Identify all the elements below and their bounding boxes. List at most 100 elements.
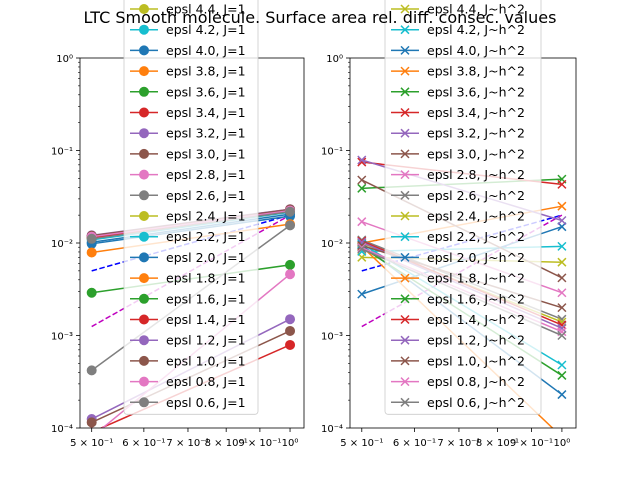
y-tick-label: 10⁻⁴: [51, 424, 73, 435]
data-point: [557, 370, 567, 380]
legend-entry: epsl 2.0, J~h^2: [391, 250, 525, 265]
legend-label: epsl 2.0, J~h^2: [427, 250, 525, 265]
legend-entry: epsl 3.4, J=1: [130, 105, 246, 120]
data-point: [285, 269, 296, 280]
legend-entry: epsl 4.2, J=1: [130, 22, 246, 37]
panel-2: 10⁻⁴ 10⁻³ 10⁻² 10⁻¹ 10⁰ 5 × 10⁻¹ 6 × 10⁻¹ 7 × 1…: [321, 0, 577, 449]
legend-marker: [139, 273, 149, 284]
legend-entry: epsl 3.0, J=1: [130, 146, 246, 161]
legend-label: epsl 2.0, J=1: [166, 250, 246, 265]
legend-entry: epsl 3.2, J=1: [130, 126, 246, 141]
legend-entry: epsl 4.2, J~h^2: [391, 22, 525, 37]
legend-label: epsl 3.0, J=1: [166, 146, 246, 161]
legend-entry: epsl 2.8, J~h^2: [391, 167, 525, 182]
data-point: [285, 259, 296, 270]
y-tick-label: 10⁰: [326, 54, 343, 65]
x-tick-label: 5 × 10⁻¹: [340, 438, 383, 449]
legend: epsl 4.4, J=1 epsl 4.2, J=1 epsl 4.0, J=1 e…: [123, 0, 259, 415]
legend-marker: [139, 169, 149, 180]
legend-entry: epsl 2.2, J~h^2: [391, 229, 525, 244]
y-tick-label: 10⁻⁴: [321, 424, 343, 435]
legend-entry: epsl 3.8, J=1: [130, 64, 246, 79]
x-tick-label: 7 × 10⁻¹: [166, 438, 209, 449]
legend-entry: epsl 1.8, J=1: [130, 271, 246, 286]
legend-label: epsl 3.6, J~h^2: [427, 84, 525, 99]
legend-entry: epsl 3.6, J=1: [130, 84, 246, 99]
x-tick-label: 8 × 10⁻¹: [205, 438, 248, 449]
x-tick-label: 7 × 10⁻¹: [437, 438, 480, 449]
y-tick-label: 10⁻²: [321, 239, 343, 250]
data-point: [86, 247, 97, 258]
legend-marker: [400, 377, 410, 387]
data-point: [557, 330, 567, 341]
y-tick-label: 10⁰: [56, 54, 73, 65]
legend-label: epsl 2.2, J~h^2: [427, 229, 525, 244]
legend: epsl 4.4, J~h^2 epsl 4.2, J~h^2 epsl 4.0, …: [384, 0, 542, 415]
data-point: [557, 303, 567, 313]
legend-entry: epsl 1.6, J=1: [130, 291, 246, 306]
legend-entry: epsl 4.0, J=1: [130, 43, 246, 58]
legend-marker: [400, 45, 410, 55]
panel-1: 10⁻⁴ 10⁻³ 10⁻² 10⁻¹ 10⁰ 5 × 10⁻¹ 6 × 10⁻¹ 7 × 1…: [51, 0, 305, 449]
legend-entry: epsl 3.2, J~h^2: [391, 126, 525, 141]
legend-label: epsl 1.0, J=1: [166, 353, 246, 368]
legend-marker: [139, 45, 149, 56]
legend-marker: [400, 314, 410, 325]
chart-title: LTC Smooth molecule. Surface area rel. d…: [83, 8, 557, 27]
legend-entry: epsl 0.6, J=1: [130, 395, 246, 410]
legend-label: epsl 2.8, J=1: [166, 167, 246, 182]
legend-entry: epsl 1.4, J~h^2: [391, 312, 525, 327]
data-point: [557, 360, 567, 370]
y-tick-label: 10⁻³: [51, 332, 73, 343]
legend-marker: [139, 190, 149, 201]
data-point: [357, 244, 367, 254]
legend-marker: [139, 4, 149, 14]
legend-entry: epsl 3.0, J~h^2: [391, 146, 525, 161]
data-point: [86, 417, 97, 428]
legend-label: epsl 4.4, J~h^2: [427, 2, 525, 17]
legend-marker: [139, 128, 149, 139]
legend-marker: [139, 24, 149, 35]
data-point: [357, 289, 367, 299]
legend-marker: [400, 190, 410, 200]
data-point: [357, 155, 367, 165]
legend-marker: [400, 252, 410, 262]
legend-label: epsl 2.6, J=1: [166, 188, 246, 203]
legend-label: epsl 3.4, J=1: [166, 105, 246, 120]
legend-marker: [139, 293, 149, 304]
legend-label: epsl 1.2, J~h^2: [427, 333, 525, 348]
legend-label: epsl 3.0, J~h^2: [427, 146, 525, 161]
data-point: [357, 183, 367, 193]
legend-box: [123, 0, 259, 415]
legend-marker: [139, 107, 149, 118]
legend-label: epsl 2.4, J~h^2: [427, 209, 525, 224]
legend-entry: epsl 1.6, J~h^2: [391, 291, 525, 306]
legend-entry: epsl 2.0, J=1: [130, 250, 246, 265]
legend-label: epsl 3.6, J=1: [166, 84, 246, 99]
legend-label: epsl 2.4, J=1: [166, 209, 246, 224]
legend-marker: [139, 355, 149, 366]
legend-marker: [400, 232, 410, 242]
data-point: [357, 175, 367, 185]
legend-entry: epsl 0.8, J=1: [130, 374, 246, 389]
x-tick-label: 8 × 10⁻¹: [476, 438, 519, 449]
data-point: [86, 287, 97, 298]
legend-marker: [139, 397, 149, 408]
legend-entry: epsl 1.4, J=1: [130, 312, 246, 327]
legend-marker: [139, 66, 149, 77]
data-point: [285, 339, 296, 350]
legend-marker: [400, 273, 410, 283]
x-tick-label: 10⁰: [282, 438, 299, 449]
legend-marker: [400, 87, 410, 97]
legend-entry: epsl 3.4, J~h^2: [391, 105, 525, 120]
data-point: [86, 233, 97, 244]
legend-marker: [400, 25, 410, 35]
legend-marker: [400, 128, 410, 138]
legend-marker: [400, 4, 410, 14]
legend-label: epsl 3.8, J~h^2: [427, 64, 525, 79]
x-tick-label: 9 × 10⁻¹: [238, 438, 281, 449]
legend-entry: epsl 1.0, J~h^2: [391, 353, 525, 368]
data-point: [285, 314, 296, 325]
legend-marker: [139, 148, 149, 159]
legend-entry: epsl 1.8, J~h^2: [391, 271, 525, 286]
